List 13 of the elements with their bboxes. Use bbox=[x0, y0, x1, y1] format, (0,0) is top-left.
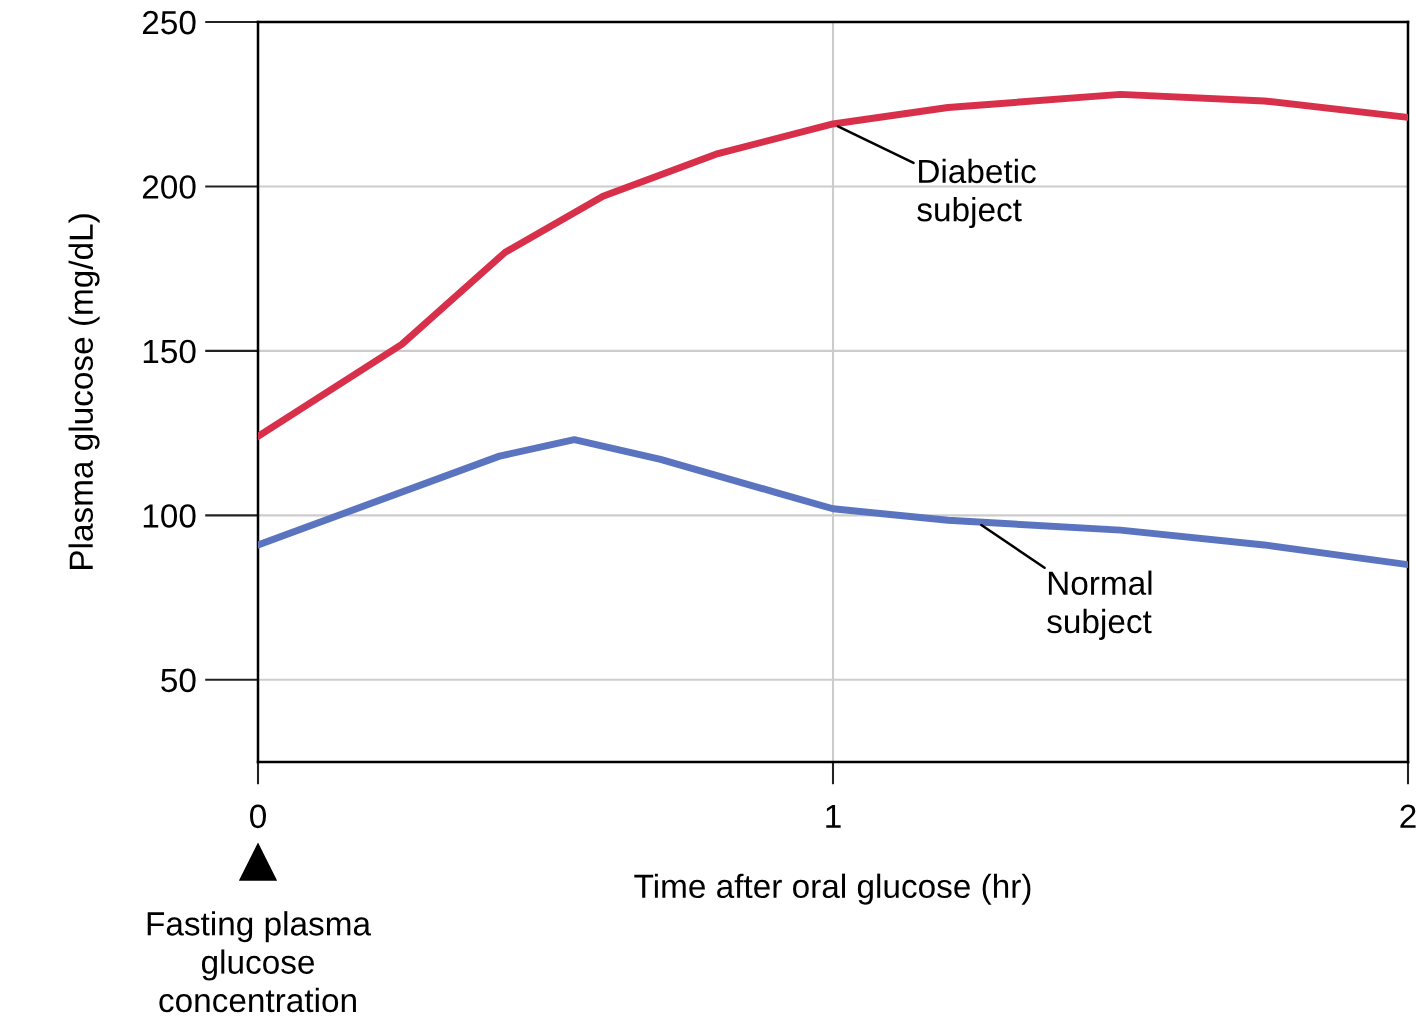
y-tick-label: 50 bbox=[161, 668, 196, 693]
x-tick-label: 0 bbox=[250, 804, 266, 829]
y-tick-label: 150 bbox=[143, 339, 196, 364]
y-axis-title: Plasma glucose (mg/dL) bbox=[68, 214, 100, 569]
annotation: Diabetic subject bbox=[917, 158, 1036, 229]
y-tick-label: 250 bbox=[142, 10, 196, 35]
y-tick-label: 200 bbox=[142, 175, 196, 199]
text: Fasting plasma glucose concentration bbox=[147, 911, 372, 1013]
annotation: Normal subject bbox=[1047, 570, 1152, 640]
y-tick-label: 100 bbox=[143, 504, 196, 528]
x-axis-title: Time after oral glucose (hr) bbox=[634, 873, 1031, 905]
x-tick-label: 1 bbox=[826, 804, 841, 828]
x-tick-label: 2 bbox=[1400, 804, 1416, 828]
